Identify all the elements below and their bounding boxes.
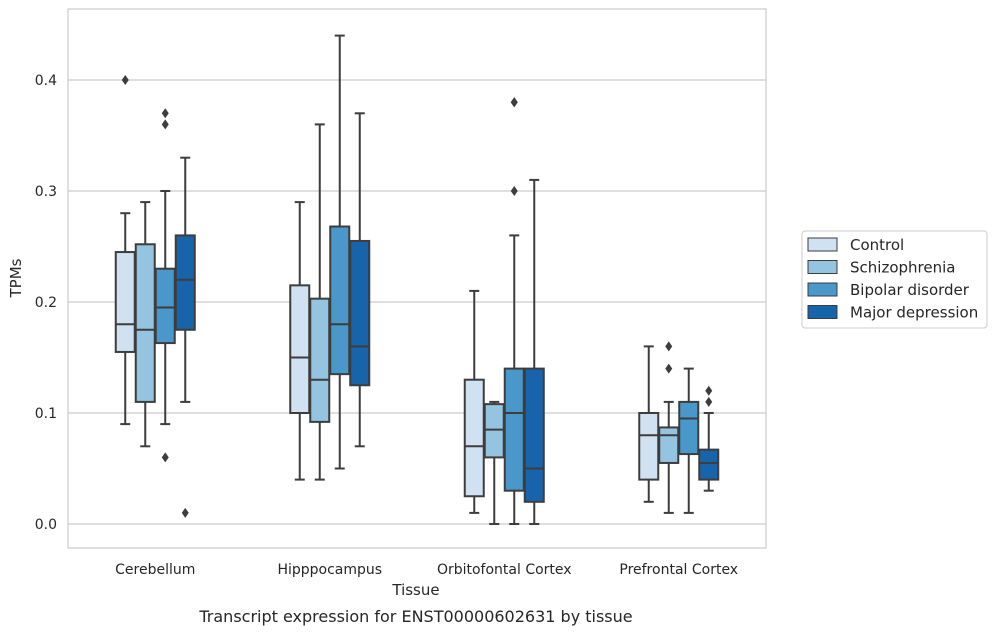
box-group [329, 34, 351, 470]
outlier-point [665, 363, 673, 374]
box [174, 234, 196, 331]
y-tick-label: 0.0 [35, 517, 57, 533]
box [309, 297, 331, 423]
legend-swatch [807, 305, 838, 319]
legend-label: Bipolar disorder [850, 281, 970, 299]
outlier-point [510, 186, 518, 196]
outlier-point [665, 341, 673, 352]
box [134, 243, 156, 403]
box [523, 367, 545, 503]
legend-swatch [807, 282, 838, 297]
box-plot-series [114, 34, 720, 525]
legend: Control Schizophrenia Bipolar disorder Majo… [801, 230, 988, 329]
outlier-point [705, 396, 713, 407]
y-axis-ticks: 0.0 0.1 0.2 0.3 0.4 [35, 73, 57, 533]
chart-caption: Transcript expression for ENST0000060263… [198, 607, 632, 626]
y-tick-label: 0.2 [35, 295, 57, 311]
box [114, 251, 136, 353]
box [349, 239, 371, 387]
box-group [114, 75, 136, 426]
y-tick-label: 0.1 [35, 406, 57, 422]
box-group [134, 201, 156, 448]
box [698, 448, 720, 481]
box [678, 400, 700, 456]
y-axis-title: TPMs [7, 258, 25, 298]
outlier-point [510, 97, 518, 108]
box [483, 403, 505, 459]
legend-label: Major depression [850, 304, 978, 322]
box [638, 412, 660, 481]
x-tick-label: Prefrontal Cortex [619, 562, 738, 578]
x-tick-label: Orbitofontal Cortex [437, 562, 572, 578]
box-group [523, 178, 545, 525]
box-group [463, 289, 485, 514]
legend-frame [801, 230, 988, 329]
x-axis-title: Tissue [391, 581, 439, 599]
legend-label: Control [850, 236, 904, 254]
box [329, 225, 351, 376]
legend-swatch [807, 237, 838, 252]
outlier-point [181, 507, 189, 518]
box [503, 367, 525, 492]
box-group [174, 156, 196, 518]
box-group [658, 341, 680, 514]
box-group [289, 201, 311, 481]
box-group [503, 97, 525, 525]
box-group [349, 112, 371, 448]
box-group [309, 123, 331, 481]
box [658, 426, 680, 464]
legend-entries: Control Schizophrenia Bipolar disorder Majo… [807, 236, 978, 322]
box [463, 378, 485, 498]
outlier-point [161, 452, 169, 463]
plot-area-frame [67, 8, 767, 549]
outlier-point [161, 108, 169, 119]
outlier-point [121, 75, 129, 85]
outlier-point [161, 119, 169, 130]
box-group [154, 108, 176, 463]
x-tick-label: Hipppocampus [277, 562, 382, 578]
legend-swatch [807, 260, 838, 274]
box [289, 284, 311, 415]
box-group [638, 345, 660, 503]
x-axis-ticks: Cerebellum Hipppocampus Orbitofontal Corte… [115, 562, 738, 578]
box-group [483, 400, 505, 525]
outlier-point [705, 385, 713, 396]
legend-label: Schizophrenia [850, 259, 955, 277]
box [154, 267, 176, 345]
y-tick-label: 0.4 [35, 73, 57, 89]
x-tick-label: Cerebellum [115, 562, 195, 578]
box-group [678, 367, 700, 514]
box-group [698, 385, 720, 492]
y-tick-label: 0.3 [35, 184, 57, 200]
